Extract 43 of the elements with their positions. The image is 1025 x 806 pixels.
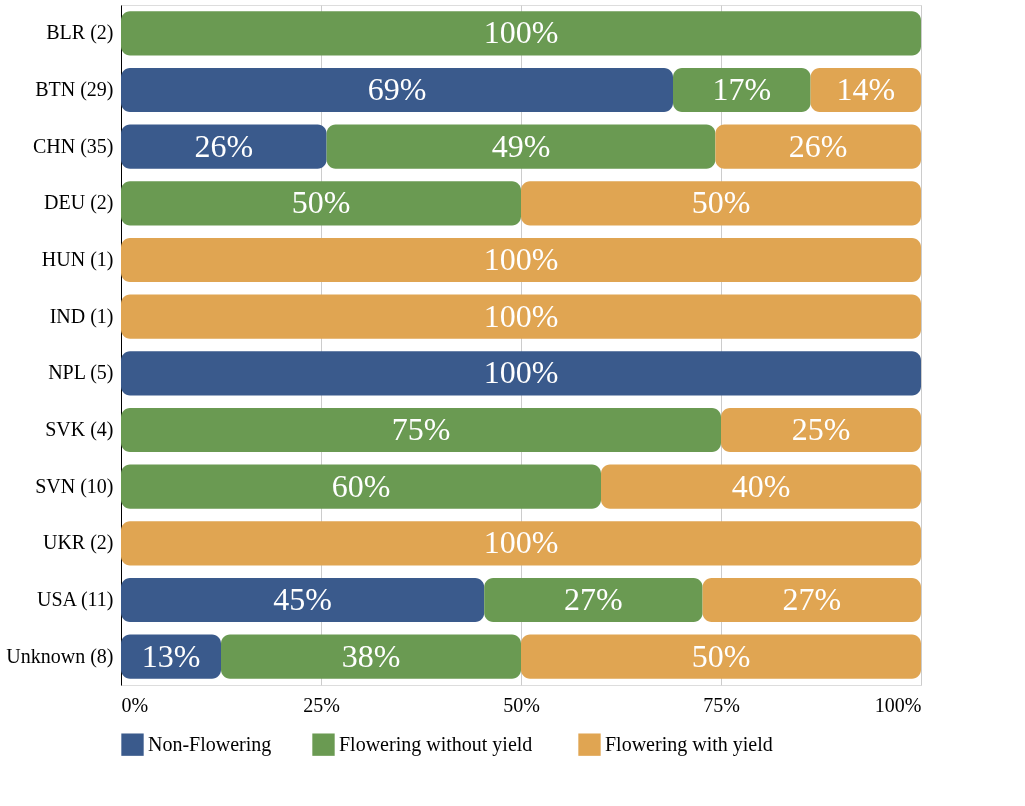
y-tick-label: HUN (1) [41,248,114,271]
data-label: 45% [273,581,332,617]
y-tick-label: UKR (2) [42,531,114,555]
legend-label: Flowering without yield [339,732,533,756]
y-tick-label: NPL (5) [48,361,114,385]
y-tick-label: SVN (10) [35,474,114,498]
data-label: 25% [791,411,851,447]
data-label: 100% [483,354,559,391]
data-label: 26% [788,127,848,164]
x-tick-label: 50% [503,693,540,716]
x-tick-label: 25% [303,693,340,716]
y-tick-label: SVK (4) [45,418,114,441]
x-tick-label: 0% [121,693,149,716]
data-label: 27% [782,581,842,617]
y-tick-label: DEU (2) [44,191,114,215]
legend-label: Flowering with yield [605,732,773,756]
data-label: 50% [691,184,751,221]
data-label: 17% [712,71,772,107]
y-tick-label: BTN (29) [35,78,114,101]
data-label: 13% [141,637,201,674]
x-tick-label: 75% [703,693,740,716]
data-label: 75% [391,411,451,447]
data-label: 60% [331,467,391,504]
data-label: 49% [491,127,551,164]
y-tick-label: USA (11) [37,588,114,611]
y-tick-label: IND (1) [49,304,114,328]
x-tick-label: 100% [874,693,922,716]
data-label: 50% [691,637,751,674]
y-tick-label: CHN (35) [32,134,114,158]
data-label: 26% [194,127,254,164]
legend-label: Non-Flowering [148,732,272,756]
y-tick-label: BLR (2) [46,21,114,45]
data-label: 14% [836,71,896,107]
y-tick-label: Unknown (8) [6,644,114,668]
data-label: 69% [367,71,427,107]
data-label: 27% [564,581,623,617]
data-label: 100% [483,297,559,334]
data-label: 40% [731,467,791,504]
data-label: 50% [291,184,351,221]
data-label: 100% [483,14,559,51]
data-label: 100% [483,241,559,277]
data-label: 100% [483,524,559,561]
data-label: 38% [341,637,401,674]
